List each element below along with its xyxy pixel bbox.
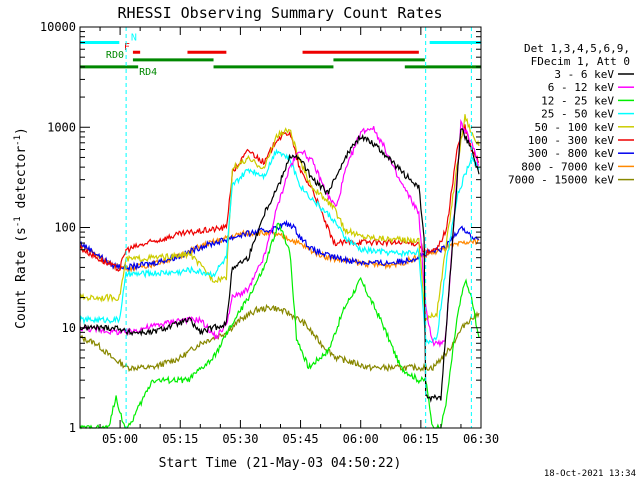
y-label-part: Count Rate (s [14,227,29,329]
x-tick-label: 06:30 [463,432,499,446]
legend-entry-100-300-kev: 100 - 300 keV [528,134,614,147]
legend-header-line: FDecim 1, Att 0 [531,55,630,68]
x-tick-label: 05:45 [282,432,318,446]
y-tick-label: 10000 [40,20,76,34]
status-bar-label-n: N [131,33,137,44]
x-axis-label: Start Time (21-May-03 04:50:22) [159,456,402,471]
x-tick-label: 05:00 [102,432,138,446]
y-label-part: -1 [13,135,23,146]
legend-entry-3-6-kev: 3 - 6 keV [554,68,614,81]
x-tick-label: 05:30 [222,432,258,446]
y-label-part: detector [14,146,29,217]
footer-date: 18-Oct-2021 13:34 [544,469,636,479]
y-axis-label: Count Rate (s-1 detector-1) [13,127,29,329]
x-tick-label: 05:15 [162,432,198,446]
series-line-12-25-kev [79,222,480,430]
chart-title: RHESSI Observing Summary Count Rates [117,4,442,22]
legend-entry-300-800-kev: 300 - 800 keV [528,147,614,160]
y-tick-label: 1000 [47,120,76,134]
y-tick-label: 1 [69,421,76,435]
status-bar-label-f: F [124,42,130,53]
series-line-7000-15000-kev [79,303,480,373]
legend-entry-25-50-kev: 25 - 50 keV [541,108,614,121]
series-line-50-100-kev [79,114,480,323]
series-line-3-6-kev [79,127,480,403]
legend-entry-12-25-kev: 12 - 25 keV [541,94,614,107]
legend-entry-6-12-kev: 6 - 12 keV [548,81,615,94]
series-line-25-50-kev [79,148,480,345]
legend-entry-50-100-kev: 50 - 100 keV [535,121,615,134]
legend-entry-800-7000-kev: 800 - 7000 keV [521,160,614,173]
series-line-300-800-kev [79,219,480,273]
y-tick-label: 100 [54,221,76,235]
status-bar-label-rd4: RD4 [139,67,157,78]
legend-entry-7000-15000-kev: 7000 - 15000 keV [508,174,614,187]
status-bar-label-rd0: RD0 [106,50,124,61]
y-tick-label: 10 [62,321,76,335]
x-tick-label: 06:15 [403,432,439,446]
series-line-6-12-kev [79,118,480,348]
y-label-part: ) [14,127,29,135]
legend-header-line: Det 1,3,4,5,6,9, [524,42,630,55]
y-label-part: -1 [13,216,23,227]
series-line-800-7000-kev [79,229,480,274]
x-tick-label: 06:00 [343,432,379,446]
